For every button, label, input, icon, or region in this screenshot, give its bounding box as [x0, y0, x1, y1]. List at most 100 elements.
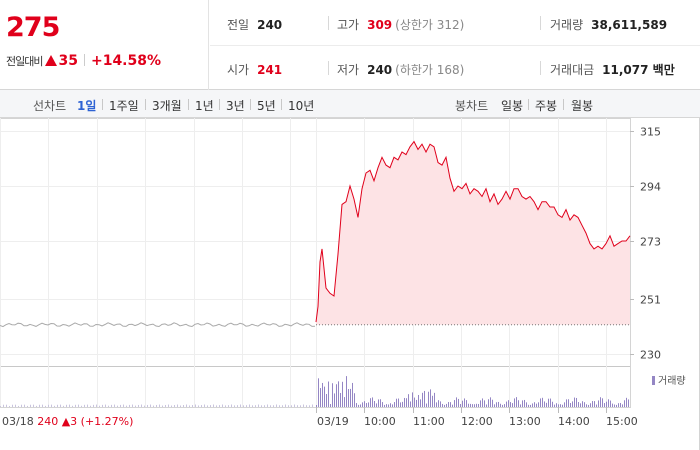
volume-bar: [388, 404, 389, 407]
volume-bar: [506, 401, 507, 407]
volume-bar: [610, 400, 611, 407]
volume-bar: [376, 403, 377, 407]
volume-bar: [416, 399, 417, 407]
tab-daily-candle[interactable]: 일봉: [501, 99, 524, 113]
price-chart[interactable]: 315 294 273 251 230 거래량 03/19 10:00 11:00 12:00 13…: [0, 118, 700, 450]
prev-volume-bar: [39, 404, 40, 407]
volume-bar: [454, 400, 455, 407]
stat-value: 241: [257, 63, 283, 77]
volume-bar: [604, 403, 605, 407]
candle-chart-label: 봉차트: [455, 99, 489, 113]
prev-volume-bar: [57, 404, 58, 407]
volume-bar: [448, 402, 449, 407]
stat-label: 거래량: [550, 18, 584, 32]
x-tick-label: 10:00: [364, 415, 396, 428]
prev-volume-bar: [228, 405, 229, 407]
prev-volume-bar: [312, 404, 313, 407]
stat-trade-value: 거래대금 11,077 백만: [550, 61, 675, 78]
volume-bar: [496, 402, 497, 407]
tab-3year[interactable]: 3년: [226, 99, 245, 113]
volume-bar: [366, 403, 367, 407]
change-label: 전일대비: [6, 55, 43, 68]
volume-bar: [564, 402, 565, 407]
volume-bar: [402, 401, 403, 407]
volume-bar: [492, 399, 493, 407]
prev-volume-bar: [84, 404, 85, 407]
prev-volume-bar: [12, 404, 13, 407]
x-tick-label: 03/19: [317, 415, 349, 428]
prev-volume-bar: [66, 404, 67, 407]
y-tick-label: 230: [640, 349, 661, 362]
volume-bar: [612, 403, 613, 407]
volume-bar: [504, 404, 505, 407]
tab-monthly-candle[interactable]: 월봉: [571, 99, 594, 113]
tab-3month[interactable]: 3개월: [152, 99, 182, 113]
divider: [145, 99, 146, 110]
volume-bar: [474, 404, 475, 407]
tab-weekly-candle[interactable]: 주봉: [535, 99, 558, 113]
upper-limit: (상한가 312): [395, 18, 465, 32]
tab-1week[interactable]: 1주일: [109, 99, 139, 113]
volume-bar: [378, 399, 379, 407]
volume-bar: [556, 403, 557, 407]
prev-volume-bar: [288, 405, 289, 407]
volume-bar: [598, 400, 599, 407]
tab-1year[interactable]: 1년: [195, 99, 214, 113]
volume-bar: [380, 399, 381, 407]
prev-volume-bar: [234, 405, 235, 407]
tab-10year[interactable]: 10년: [288, 99, 315, 113]
divider: [219, 99, 220, 110]
prev-volume-bar: [0, 406, 1, 407]
volume-bar: [494, 404, 495, 407]
current-price: 275: [6, 12, 60, 43]
prev-volume-bar: [24, 404, 25, 407]
prev-volume-bar: [273, 405, 274, 407]
volume-bar: [400, 402, 401, 407]
prev-volume-bar: [243, 405, 244, 407]
volume-bar: [336, 384, 337, 407]
stat-label: 시가: [227, 63, 250, 77]
volume-bar: [516, 397, 517, 407]
prev-volume-bar: [141, 404, 142, 407]
volume-bar: [392, 404, 393, 407]
volume-bar: [460, 403, 461, 407]
volume-bar: [520, 404, 521, 407]
volume-bar: [582, 401, 583, 407]
volume-bar: [462, 400, 463, 407]
prev-volume-bar: [54, 405, 55, 407]
prev-volume-bar: [171, 405, 172, 407]
volume-bar: [486, 404, 487, 407]
prev-volume-bar: [138, 404, 139, 407]
volume-bar: [418, 394, 419, 407]
prev-volume-bar: [60, 404, 61, 407]
prev-volume-bar: [75, 404, 76, 407]
volume-bar: [606, 401, 607, 407]
divider: [102, 99, 103, 110]
prev-volume-bar: [303, 404, 304, 407]
prev-volume-bar: [123, 404, 124, 407]
volume-bar: [528, 404, 529, 407]
volume-bar: [398, 398, 399, 407]
prev-day-date: 03/18: [2, 415, 37, 428]
divider: [328, 61, 329, 75]
tab-1day[interactable]: 1일: [77, 99, 97, 113]
volume-bar: [484, 400, 485, 407]
volume-bar: [600, 397, 601, 407]
prev-volume-bar: [162, 405, 163, 407]
prev-volume-bar: [96, 404, 97, 407]
prev-volume-bar: [282, 405, 283, 407]
volume-bar: [480, 400, 481, 407]
price-area-fill: [316, 141, 630, 325]
prev-volume-bar: [69, 404, 70, 407]
volume-bar: [552, 401, 553, 407]
divider: [540, 61, 541, 75]
volume-bar: [458, 398, 459, 407]
volume-bar: [394, 402, 395, 407]
prev-volume-bar: [120, 404, 121, 407]
y-tick-label: 273: [640, 236, 661, 249]
volume-bar: [396, 398, 397, 407]
volume-bar: [420, 399, 421, 407]
prev-volume-bar: [117, 405, 118, 407]
quote-header: 275 전일대비 35 +14.58% 전일 240 고가 309 (상한가 312) 거…: [0, 0, 700, 90]
tab-5year[interactable]: 5년: [257, 99, 276, 113]
